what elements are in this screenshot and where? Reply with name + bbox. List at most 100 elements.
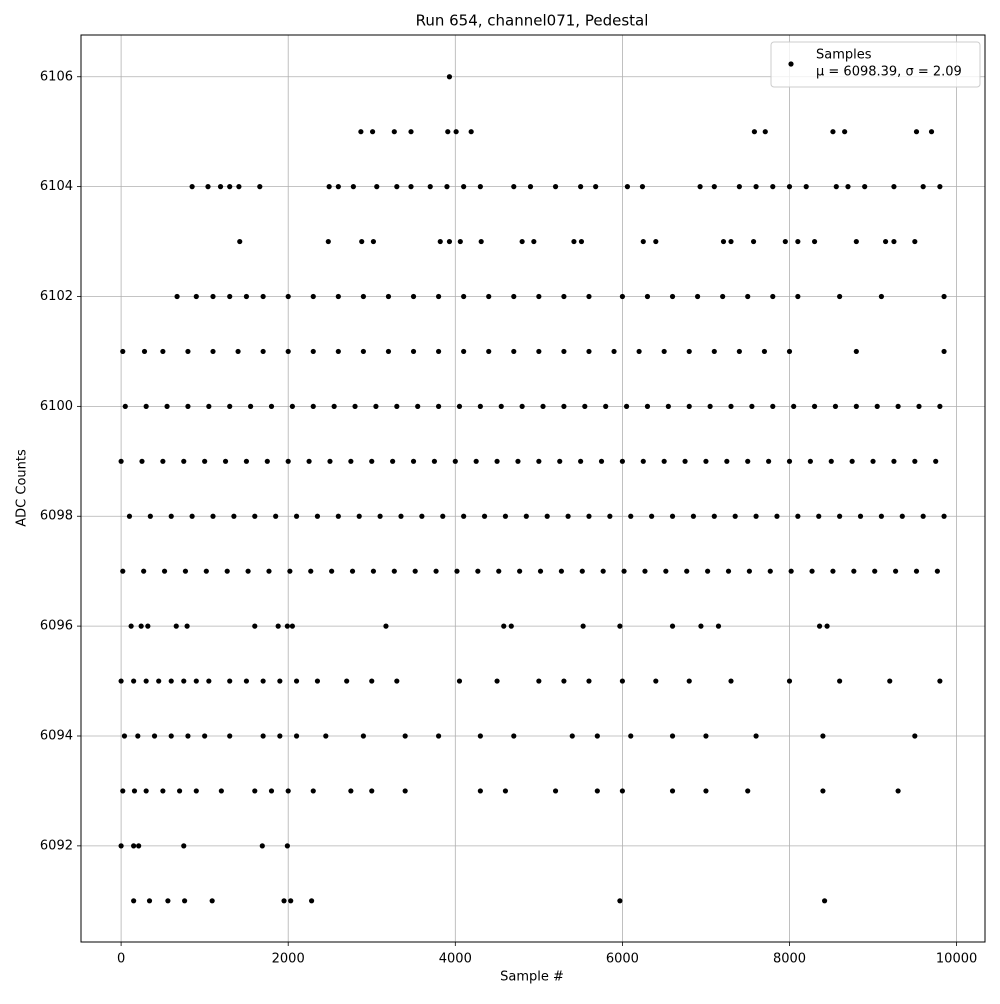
point — [394, 184, 400, 190]
point — [352, 403, 358, 409]
point — [753, 184, 759, 190]
point — [686, 348, 692, 355]
point — [461, 293, 467, 300]
point — [895, 788, 901, 794]
point — [454, 568, 460, 574]
point — [435, 733, 442, 739]
point — [816, 623, 823, 629]
point — [289, 623, 295, 629]
point — [598, 458, 605, 464]
point — [770, 293, 776, 300]
point — [410, 348, 417, 355]
point — [872, 568, 878, 574]
point — [746, 568, 752, 574]
point — [536, 458, 542, 464]
point — [578, 238, 585, 245]
point — [501, 623, 507, 629]
point — [348, 788, 354, 794]
point — [811, 238, 818, 245]
point — [749, 403, 755, 409]
point — [669, 623, 676, 629]
point — [452, 458, 458, 464]
point — [486, 348, 492, 355]
point — [607, 513, 613, 519]
point — [344, 678, 350, 684]
point — [281, 898, 287, 904]
point — [335, 184, 341, 190]
point — [118, 843, 124, 849]
point — [561, 678, 567, 684]
point — [189, 513, 195, 519]
point — [611, 348, 617, 355]
point — [891, 184, 897, 190]
point — [260, 293, 266, 300]
point — [663, 568, 669, 574]
point — [558, 568, 565, 574]
point — [284, 623, 290, 629]
point — [461, 348, 467, 355]
point — [444, 184, 450, 190]
point — [669, 513, 676, 519]
point — [314, 678, 321, 684]
point — [461, 513, 467, 519]
point — [210, 293, 216, 300]
point — [391, 568, 397, 574]
point — [751, 129, 758, 135]
point — [882, 238, 889, 245]
y-tick-label: 6104 — [40, 179, 73, 194]
point — [933, 458, 939, 464]
point — [369, 788, 375, 794]
point — [160, 788, 166, 794]
point — [912, 733, 918, 739]
point — [231, 513, 237, 519]
point — [391, 129, 397, 135]
point — [277, 733, 283, 739]
point — [724, 458, 730, 464]
point — [853, 403, 859, 409]
point — [369, 678, 375, 684]
point — [770, 184, 776, 190]
point — [358, 129, 364, 135]
point — [222, 458, 229, 464]
point — [268, 403, 275, 409]
point — [603, 403, 609, 409]
point — [653, 238, 659, 245]
point — [669, 733, 676, 739]
point — [335, 348, 341, 355]
point — [594, 733, 600, 739]
x-tick-label: 0 — [117, 952, 125, 967]
point — [181, 458, 187, 464]
x-axis-label: Sample # — [500, 970, 564, 985]
point — [833, 184, 839, 190]
point — [173, 623, 179, 629]
point — [853, 348, 859, 355]
point — [619, 678, 625, 684]
point — [264, 458, 270, 464]
point — [561, 348, 567, 355]
point — [182, 898, 188, 904]
point — [899, 513, 905, 519]
point — [561, 293, 567, 300]
point — [669, 293, 676, 300]
point — [711, 513, 717, 519]
point — [203, 568, 209, 574]
point — [461, 184, 467, 190]
point — [135, 733, 141, 739]
point — [682, 458, 688, 464]
point — [830, 568, 836, 574]
point — [259, 843, 265, 849]
point — [745, 788, 751, 794]
point — [811, 403, 818, 409]
x-tick-label: 4000 — [439, 952, 472, 967]
point — [120, 568, 126, 574]
point — [257, 184, 263, 190]
point — [561, 403, 567, 409]
point — [511, 293, 517, 300]
point — [536, 348, 542, 355]
point — [849, 458, 855, 464]
point — [527, 184, 534, 190]
point — [824, 623, 830, 629]
point — [118, 678, 124, 684]
